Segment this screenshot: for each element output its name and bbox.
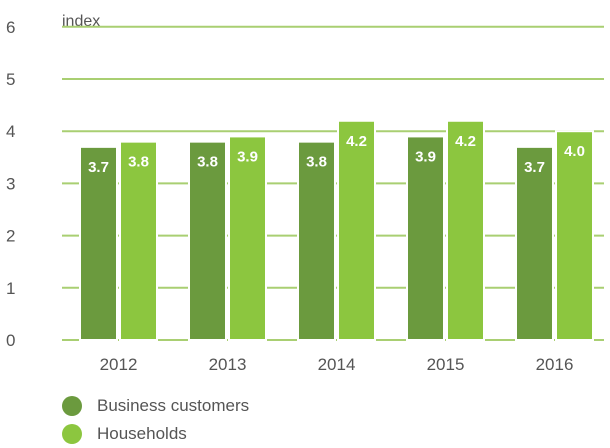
legend: Business customers Households: [62, 392, 249, 448]
bar-business-customers-2015: [406, 135, 445, 341]
bar-business-customers-2014: [297, 140, 336, 341]
legend-label-households: Households: [97, 424, 187, 443]
bar-households-2012: [119, 140, 158, 341]
bar-business-customers-2016: [515, 145, 554, 341]
bar-households-2014: [337, 119, 376, 342]
value-labels: 3.7 3.8 3.8 3.9 3.8 4.2 3.9 4.2 3.7 4.0: [88, 133, 585, 176]
value-label-business-customers-2016: 3.7: [524, 159, 545, 176]
legend-swatch-households: [62, 424, 82, 444]
y-tick-label-4: 4: [6, 122, 15, 141]
bars: [79, 119, 594, 342]
x-tick-label-2014: 2014: [318, 355, 356, 374]
y-tick-label-0: 0: [6, 331, 15, 350]
y-tick-label-3: 3: [6, 174, 15, 193]
value-label-households-2015: 4.2: [455, 133, 476, 150]
y-tick-label-2: 2: [6, 227, 15, 246]
bar-business-customers-2012: [79, 145, 118, 341]
y-tick-label-5: 5: [6, 70, 15, 89]
value-label-households-2012: 3.8: [128, 154, 149, 171]
bar-households-2016: [555, 130, 594, 341]
bar-households-2015: [446, 119, 485, 342]
value-label-business-customers-2013: 3.8: [197, 154, 218, 171]
value-label-households-2014: 4.2: [346, 133, 367, 150]
bar-households-2013: [228, 135, 267, 341]
legend-swatch-business-customers: [62, 396, 82, 416]
legend-item-business-customers: Business customers: [62, 392, 249, 420]
y-tick-label-6: 6: [6, 18, 15, 37]
x-tick-label-2015: 2015: [427, 355, 465, 374]
x-tick-label-2013: 2013: [209, 355, 247, 374]
value-label-business-customers-2014: 3.8: [306, 154, 327, 171]
legend-item-households: Households: [62, 420, 249, 448]
legend-label-business-customers: Business customers: [97, 396, 250, 415]
value-label-households-2016: 4.0: [564, 143, 585, 160]
y-axis-ticks: 0 1 2 3 4 5 6: [6, 18, 15, 350]
y-tick-label-1: 1: [6, 279, 15, 298]
x-tick-label-2016: 2016: [536, 355, 574, 374]
value-label-households-2013: 3.9: [237, 148, 258, 165]
x-axis-ticks: 2012 2013 2014 2015 2016: [100, 355, 574, 374]
value-label-business-customers-2012: 3.7: [88, 159, 109, 176]
y-axis-unit-label: index: [62, 13, 100, 30]
value-label-business-customers-2015: 3.9: [415, 148, 436, 165]
x-tick-label-2012: 2012: [100, 355, 138, 374]
bar-business-customers-2013: [188, 140, 227, 341]
